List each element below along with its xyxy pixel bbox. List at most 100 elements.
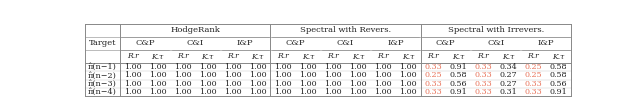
Text: 1.00: 1.00: [274, 88, 292, 96]
Text: C&P: C&P: [135, 39, 155, 47]
Text: 0.58: 0.58: [449, 71, 467, 79]
Text: R.r: R.r: [477, 52, 489, 60]
Text: 1.00: 1.00: [374, 71, 392, 79]
Text: 1.00: 1.00: [174, 71, 191, 79]
Text: Spectral with Irrevers.: Spectral with Irrevers.: [448, 26, 544, 34]
Text: 1.00: 1.00: [399, 88, 417, 96]
Text: 1.00: 1.00: [124, 80, 141, 88]
Text: 1.00: 1.00: [299, 71, 317, 79]
Text: 0.25: 0.25: [525, 71, 542, 79]
Text: R.r: R.r: [277, 52, 289, 60]
Text: C&I: C&I: [337, 39, 354, 47]
Text: 0.33: 0.33: [474, 71, 492, 79]
Text: HodgeRank: HodgeRank: [170, 26, 220, 34]
Text: C&I: C&I: [487, 39, 504, 47]
Text: 1.00: 1.00: [124, 71, 141, 79]
Text: 1.00: 1.00: [374, 80, 392, 88]
Text: 0.58: 0.58: [550, 63, 567, 71]
Text: 1.00: 1.00: [299, 80, 317, 88]
Text: K.τ: K.τ: [202, 52, 214, 60]
Text: C&P: C&P: [285, 39, 305, 47]
Text: 1.00: 1.00: [199, 63, 216, 71]
Text: 1.00: 1.00: [349, 88, 367, 96]
Text: 0.56: 0.56: [550, 80, 567, 88]
Text: 0.33: 0.33: [525, 80, 542, 88]
Text: Target: Target: [89, 39, 116, 47]
Text: 0.27: 0.27: [500, 71, 517, 79]
Text: 0.33: 0.33: [525, 88, 542, 96]
Text: R.r: R.r: [327, 52, 339, 60]
Text: 1.00: 1.00: [299, 63, 317, 71]
Text: 1.00: 1.00: [374, 63, 392, 71]
Text: 1.00: 1.00: [174, 88, 191, 96]
Text: 1.00: 1.00: [174, 63, 191, 71]
Text: R.r: R.r: [177, 52, 189, 60]
Text: 1.00: 1.00: [148, 80, 166, 88]
Text: 1.00: 1.00: [324, 88, 342, 96]
Text: K.τ: K.τ: [402, 52, 414, 60]
Text: 1.00: 1.00: [224, 71, 241, 79]
Text: 1.00: 1.00: [199, 80, 216, 88]
Text: 1.00: 1.00: [199, 88, 216, 96]
Text: 0.25: 0.25: [424, 71, 442, 79]
Text: 0.33: 0.33: [424, 80, 442, 88]
Text: 1.00: 1.00: [199, 71, 216, 79]
Text: 1.00: 1.00: [274, 63, 292, 71]
Text: 0.56: 0.56: [449, 80, 467, 88]
Text: K.τ: K.τ: [152, 52, 164, 60]
Text: 1.00: 1.00: [249, 63, 267, 71]
Text: 1.00: 1.00: [399, 80, 417, 88]
Text: 1.00: 1.00: [274, 71, 292, 79]
Text: C&I: C&I: [186, 39, 204, 47]
Text: π̂(n−1): π̂(n−1): [88, 63, 117, 71]
Text: 1.00: 1.00: [349, 63, 367, 71]
Text: 0.58: 0.58: [550, 71, 567, 79]
Text: R.r: R.r: [527, 52, 540, 60]
Text: 1.00: 1.00: [148, 63, 166, 71]
Text: 1.00: 1.00: [148, 88, 166, 96]
Text: 1.00: 1.00: [324, 71, 342, 79]
Text: K.τ: K.τ: [352, 52, 364, 60]
Text: K.τ: K.τ: [252, 52, 264, 60]
Text: R.r: R.r: [227, 52, 239, 60]
Text: R.r: R.r: [127, 52, 138, 60]
Text: 1.00: 1.00: [399, 71, 417, 79]
Text: 0.33: 0.33: [474, 80, 492, 88]
Text: K.τ: K.τ: [452, 52, 465, 60]
Text: 1.00: 1.00: [224, 63, 241, 71]
Text: K.τ: K.τ: [301, 52, 314, 60]
Text: 1.00: 1.00: [324, 80, 342, 88]
Text: 0.91: 0.91: [550, 88, 568, 96]
Text: 1.00: 1.00: [174, 80, 191, 88]
Text: 1.00: 1.00: [249, 80, 267, 88]
Text: 1.00: 1.00: [249, 71, 267, 79]
Text: 1.00: 1.00: [274, 80, 292, 88]
Text: I&P: I&P: [387, 39, 404, 47]
Text: Spectral with Revers.: Spectral with Revers.: [300, 26, 391, 34]
Text: 1.00: 1.00: [349, 80, 367, 88]
Text: 0.25: 0.25: [525, 63, 542, 71]
Text: π̂(n−3): π̂(n−3): [88, 80, 117, 88]
Text: 1.00: 1.00: [224, 80, 241, 88]
Text: 1.00: 1.00: [124, 88, 141, 96]
Text: 0.27: 0.27: [500, 80, 517, 88]
Text: 0.31: 0.31: [499, 88, 517, 96]
Text: R.r: R.r: [377, 52, 389, 60]
Text: R.r: R.r: [428, 52, 439, 60]
Text: I&P: I&P: [237, 39, 253, 47]
Text: 1.00: 1.00: [374, 88, 392, 96]
Text: 0.33: 0.33: [474, 88, 492, 96]
Text: 0.33: 0.33: [424, 63, 442, 71]
Text: 0.34: 0.34: [499, 63, 517, 71]
Text: 1.00: 1.00: [299, 88, 317, 96]
Text: π̂(n−2): π̂(n−2): [88, 71, 117, 79]
Text: K.τ: K.τ: [552, 52, 564, 60]
Text: 0.33: 0.33: [474, 63, 492, 71]
Text: C&P: C&P: [436, 39, 456, 47]
Text: 1.00: 1.00: [148, 71, 166, 79]
Text: 1.00: 1.00: [224, 88, 241, 96]
Text: K.τ: K.τ: [502, 52, 515, 60]
Text: 0.91: 0.91: [449, 88, 467, 96]
Text: 0.91: 0.91: [449, 63, 467, 71]
Text: I&P: I&P: [538, 39, 554, 47]
